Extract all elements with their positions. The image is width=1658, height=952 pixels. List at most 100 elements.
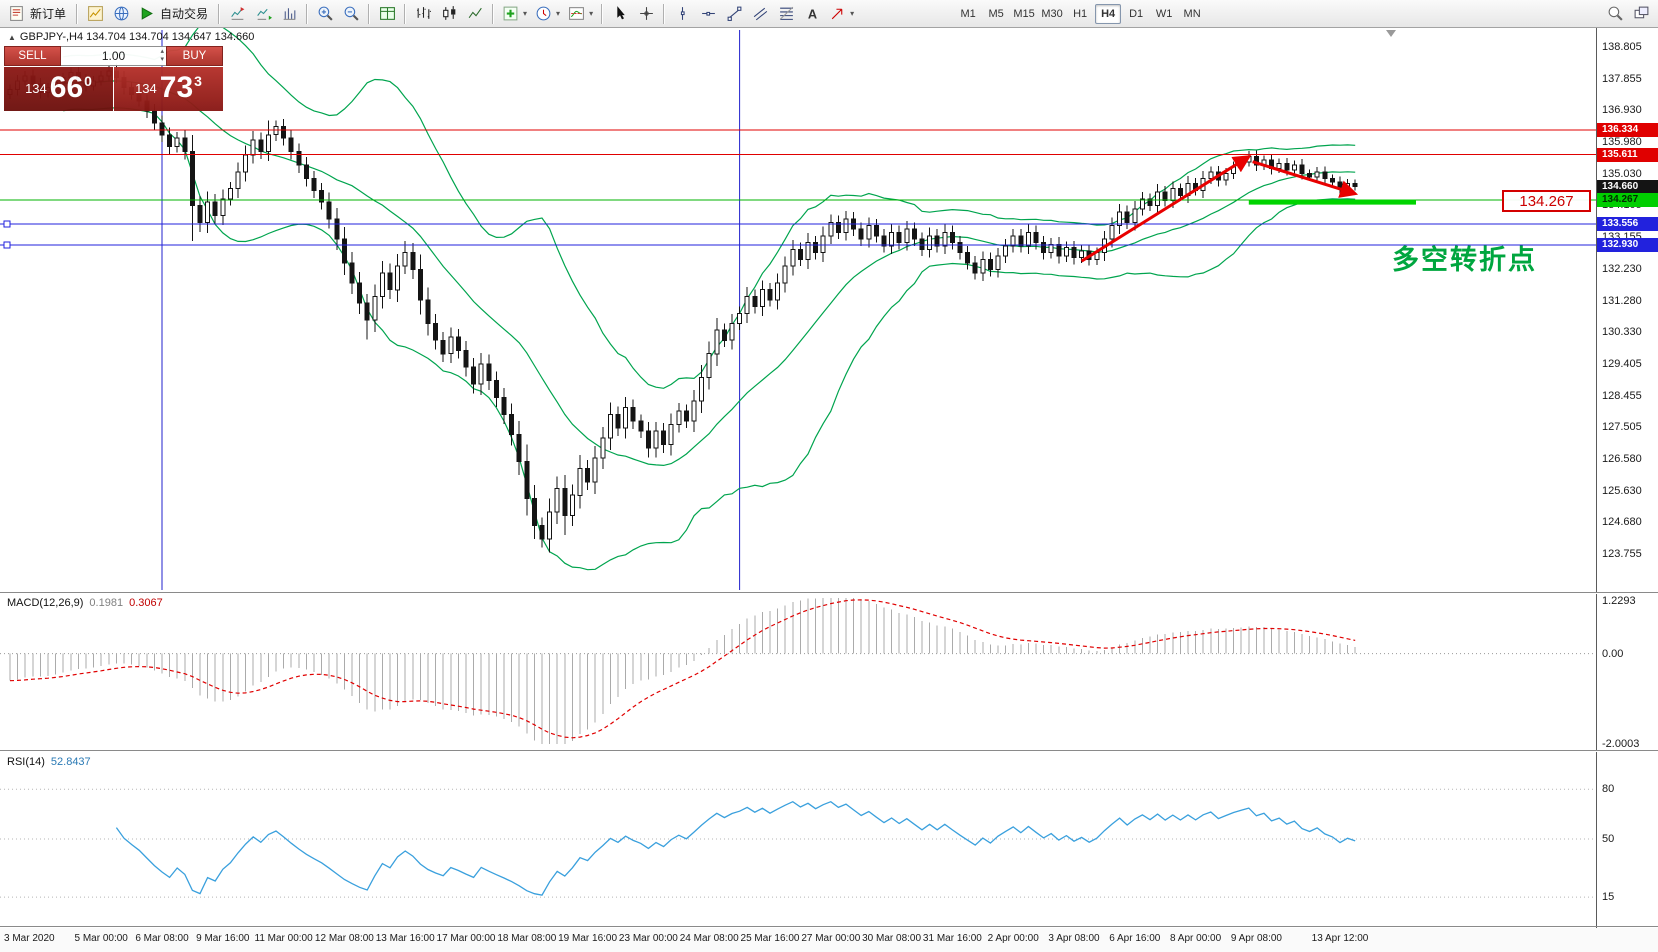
horizontal-line-icon[interactable]: [696, 2, 720, 26]
rsi-line: [115, 800, 1356, 896]
time-label: 6 Apr 16:00: [1109, 933, 1161, 944]
search-icon[interactable]: [1603, 2, 1627, 26]
line-chart-icon[interactable]: [463, 2, 487, 26]
price-tick: 126.580: [1602, 452, 1642, 465]
channel-glyph: [753, 7, 767, 21]
macd-scale-zero: 0.00: [1602, 647, 1624, 660]
rsi-scale-15: 15: [1602, 891, 1615, 904]
new-chart-icon[interactable]: ▾: [499, 2, 530, 26]
toolbar-separator: [368, 3, 371, 24]
template-icon[interactable]: ▾: [565, 2, 596, 26]
timeframe-d1[interactable]: D1: [1129, 7, 1144, 20]
grid-glyph: [379, 7, 395, 20]
arrows-tool-icon[interactable]: ▾: [826, 2, 857, 26]
autotrading-button[interactable]: 自动交易: [135, 2, 213, 26]
toolbar: 新订单 自动交易 ▾ ▾ ▾ A ▾ M1 M5 M15 M30 H1 H4 D1 W1 MN: [0, 0, 1658, 28]
market-watch-icon[interactable]: [109, 2, 133, 26]
time-label: 18 Mar 08:00: [497, 933, 557, 944]
doc-glyph: [10, 6, 23, 21]
buy-price[interactable]: 134 73 3: [114, 67, 223, 111]
trendline-icon[interactable]: [722, 2, 746, 26]
hline-glyph: [701, 11, 715, 16]
timeframe-w1[interactable]: W1: [1155, 7, 1173, 20]
text-tool-icon[interactable]: A: [800, 2, 824, 26]
zoom-out-icon[interactable]: [339, 2, 363, 26]
price-tick: 124.680: [1602, 516, 1642, 529]
rsi-panel-divider[interactable]: [0, 750, 1658, 751]
price-tag-136.334: 136.334: [1597, 123, 1658, 137]
candles-glyph: [442, 6, 455, 20]
timeframe-m15[interactable]: M15: [1013, 7, 1035, 20]
bar-chart-icon[interactable]: [411, 2, 435, 26]
zoom-in-icon[interactable]: [313, 2, 337, 26]
time-axis-divider: [0, 926, 1658, 927]
tile-windows-icon[interactable]: [375, 2, 399, 26]
one-click-trading-panel: SELL 1.00 ▴ ▾ BUY 134 66 0 134 73 3: [4, 46, 223, 111]
price-callout-label[interactable]: 134.267: [1502, 190, 1591, 212]
trend-glyph: [727, 6, 741, 21]
time-label: 30 Mar 08:00: [862, 933, 922, 944]
dropdown-arrow-icon[interactable]: ▾: [589, 9, 594, 18]
time-label: 6 Mar 08:00: [135, 933, 189, 944]
timeframe-m1[interactable]: M1: [960, 7, 976, 20]
candlestick-chart-icon[interactable]: [437, 2, 461, 26]
timeframe-m30[interactable]: M30: [1041, 7, 1063, 20]
time-label: 8 Apr 00:00: [1170, 933, 1222, 944]
macd-histogram: [9, 598, 1356, 744]
timeframe-mn[interactable]: MN: [1183, 7, 1201, 20]
rsi-label: RSI(14) 52.8437: [7, 756, 91, 768]
time-label: 3 Mar 2020: [4, 933, 55, 944]
chart-shift-marker[interactable]: [1386, 30, 1396, 37]
chart-shift-icon[interactable]: [225, 2, 249, 26]
windows-icon[interactable]: [1629, 2, 1653, 26]
macd-panel-divider[interactable]: [0, 592, 1658, 593]
cross-glyph: [639, 7, 653, 20]
period-icon[interactable]: ▾: [532, 2, 563, 26]
zoomout-glyph: [344, 6, 359, 21]
buy-button[interactable]: BUY: [166, 46, 223, 66]
price-tag-132.930: 132.930: [1597, 238, 1658, 252]
candlesticks: [7, 63, 1358, 553]
cursor-icon[interactable]: [608, 2, 632, 26]
dropdown-arrow-icon[interactable]: ▾: [556, 9, 561, 18]
vertical-line-icon[interactable]: [670, 2, 694, 26]
shift3-glyph: [283, 8, 295, 20]
annotation-text[interactable]: 多空转折点: [1392, 245, 1537, 275]
dropdown-arrow-icon[interactable]: ▾: [850, 9, 855, 18]
sell-price[interactable]: 134 66 0: [4, 67, 113, 111]
rsi-panel: [0, 788, 1596, 898]
price-tick: 136.930: [1602, 104, 1642, 117]
crosshair-icon[interactable]: [634, 2, 658, 26]
time-label: 17 Mar 00:00: [436, 933, 496, 944]
timeframe-h4[interactable]: H4: [1095, 3, 1122, 24]
zoomin-glyph: [318, 6, 333, 21]
trade-panel-header: SELL 1.00 ▴ ▾ BUY: [4, 46, 223, 66]
channel-icon[interactable]: [748, 2, 772, 26]
fibonacci-icon[interactable]: [774, 2, 798, 26]
macd-panel-divider-highlight: [0, 593, 1658, 594]
price-tag-134.660: 134.660: [1597, 180, 1658, 194]
shift2-glyph: [256, 8, 272, 20]
indicator-list-icon[interactable]: [83, 2, 107, 26]
timeframe-h1[interactable]: H1: [1073, 7, 1088, 20]
new-order-button[interactable]: 新订单: [5, 2, 71, 26]
bar-shift-icon[interactable]: [277, 2, 301, 26]
dropdown-arrow-icon[interactable]: ▾: [523, 9, 528, 18]
play-glyph: [141, 7, 153, 20]
price-tick: 130.330: [1602, 326, 1642, 339]
time-axis[interactable]: 3 Mar 2020 5 Mar 00:00 6 Mar 08:00 9 Mar 16…: [0, 928, 1658, 952]
time-label: 27 Mar 00:00: [801, 933, 861, 944]
timeframe-m5[interactable]: M5: [988, 7, 1004, 20]
time-label: 2 Apr 00:00: [987, 933, 1039, 944]
volume-input[interactable]: 1.00 ▴ ▾: [61, 46, 166, 66]
volume-stepper[interactable]: ▴ ▾: [160, 48, 164, 63]
ychart-glyph: [87, 6, 103, 21]
panel-toggle-icon[interactable]: ▲: [8, 33, 16, 42]
auto-scroll-icon[interactable]: [251, 2, 275, 26]
price-tag-133.556: 133.556: [1597, 217, 1658, 231]
toolbar-right-group: [1602, 2, 1654, 26]
sell-button[interactable]: SELL: [4, 46, 61, 66]
macd-panel: [0, 598, 1596, 744]
symbol-info: ▲ GBPJPY-,H4 134.704 134.704 134.647 134.…: [8, 31, 254, 43]
